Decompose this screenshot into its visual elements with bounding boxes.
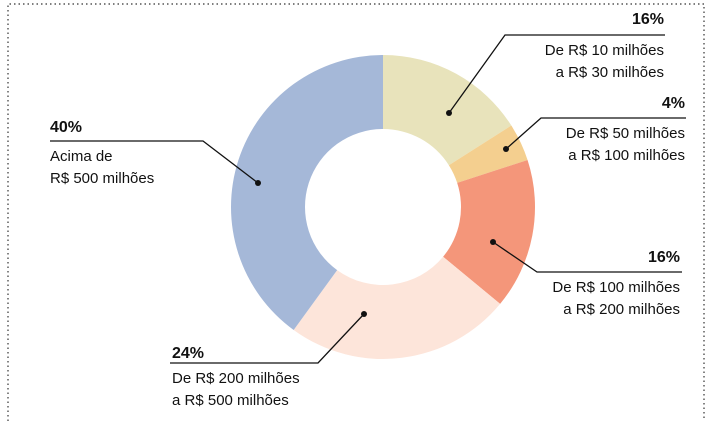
donut-segment [448, 125, 528, 183]
category-label: De R$ 50 milhões [566, 125, 685, 142]
donut-segment [443, 160, 535, 304]
donut-segment [231, 55, 383, 330]
leader-dot [446, 110, 452, 116]
value-label: 16% [632, 11, 664, 28]
value-label: 4% [662, 95, 685, 112]
category-label: a R$ 100 milhões [568, 147, 685, 164]
category-label: De R$ 200 milhões [172, 370, 300, 387]
category-label: a R$ 500 milhões [172, 392, 289, 409]
leader-line [492, 241, 682, 273]
donut-segment [383, 55, 512, 166]
category-label: R$ 500 milhões [50, 170, 154, 187]
category-label: a R$ 30 milhões [556, 64, 664, 81]
category-label: Acima de [50, 148, 113, 165]
value-label: 24% [172, 345, 204, 362]
leader-line [448, 34, 665, 114]
value-label: 40% [50, 119, 82, 136]
category-label: De R$ 10 milhões [545, 42, 664, 59]
leader-line [50, 140, 259, 184]
leader-dot [255, 180, 261, 186]
leader-dot [503, 146, 509, 152]
category-label: a R$ 200 milhões [563, 301, 680, 318]
leader-dot [490, 239, 496, 245]
value-label: 16% [648, 249, 680, 266]
category-label: De R$ 100 milhões [552, 279, 680, 296]
leader-dot [361, 311, 367, 317]
leader-line [505, 117, 686, 150]
leader-line [170, 313, 365, 364]
frame [7, 3, 705, 421]
